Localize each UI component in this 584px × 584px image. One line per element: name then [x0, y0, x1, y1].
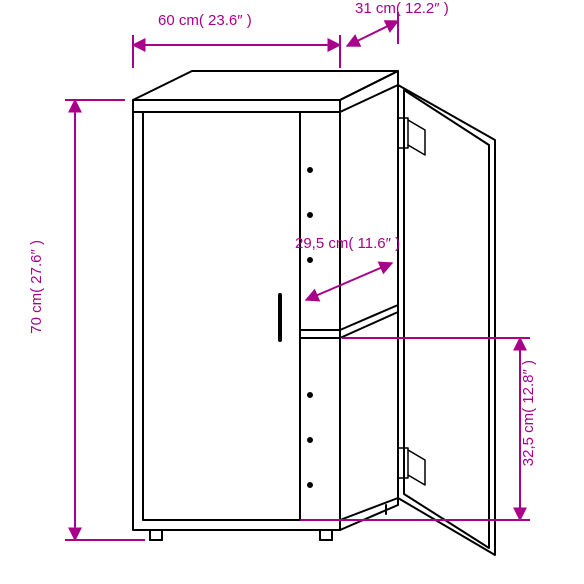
label-width: 60 cm( 23.6″ ): [158, 12, 252, 29]
label-depth: 31 cm( 12.2″ ): [355, 0, 449, 17]
label-shelf-height: 32,5 cm( 12.8″ ): [520, 360, 537, 466]
hinge-bottom: [398, 448, 425, 485]
dimension-arrows: [65, 12, 530, 540]
hinge-top: [398, 118, 425, 155]
cabinet-body: [133, 71, 495, 555]
cabinet-diagram: [0, 0, 584, 584]
label-height: 70 cm( 27.6″ ): [28, 240, 45, 334]
label-shelf-depth: 29,5 cm( 11.6″ ): [295, 235, 400, 252]
